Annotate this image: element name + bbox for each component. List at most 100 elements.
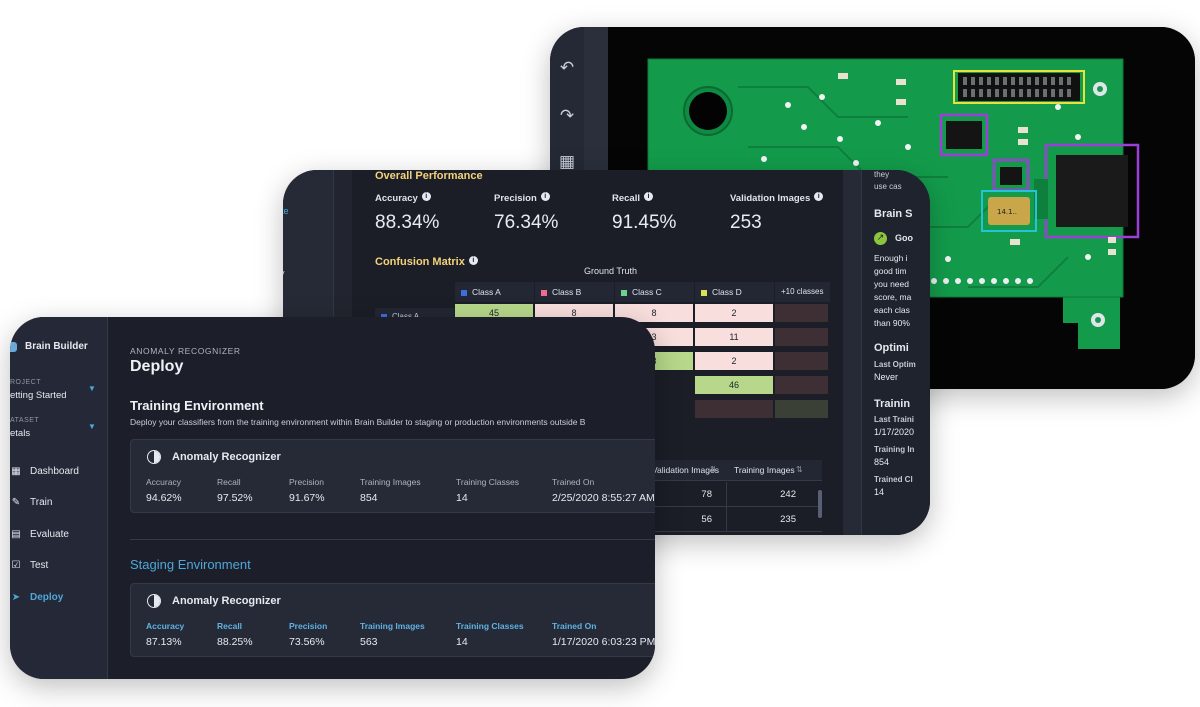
field-value: 854 — [360, 492, 378, 504]
info-icon[interactable]: i — [540, 192, 550, 202]
column-header-class-b[interactable]: Class B — [535, 282, 614, 302]
brain-score-status: Goo — [895, 233, 913, 243]
column-header-class-c[interactable]: Class C — [615, 282, 694, 302]
field-value: 2/25/2020 8:55:27 AM — [552, 492, 655, 504]
staging-model-card[interactable]: Anomaly Recognizer Accuracy 87.13% Recall… — [130, 583, 655, 657]
brain-score-desc: you need — [874, 279, 909, 289]
anomaly-recognizer-icon — [147, 450, 161, 464]
sort-icon[interactable]: ⇅ — [796, 465, 803, 474]
nav-item-deploy[interactable]: ➤ Deploy — [10, 587, 107, 609]
column-divider — [726, 507, 727, 531]
matrix-cell[interactable]: 11 — [695, 328, 773, 346]
matrix-cell[interactable] — [775, 352, 828, 370]
column-header-class-d[interactable]: Class D — [695, 282, 774, 302]
column-header-class-a[interactable]: Class A — [455, 282, 534, 302]
matrix-cell — [775, 400, 828, 418]
matrix-cell — [695, 400, 773, 418]
field-recall: Recall 88.25% — [217, 621, 253, 648]
field-value: 91.67% — [289, 492, 325, 504]
metric-validation-images: Validation Images i 253 — [730, 188, 824, 234]
info-icon[interactable]: i — [814, 192, 824, 202]
test-icon: ☑ — [11, 560, 21, 571]
table-row[interactable]: 56 235 — [652, 507, 822, 532]
undo-icon[interactable]: ↶ — [559, 58, 575, 78]
ground-truth-label: Ground Truth — [584, 266, 638, 276]
matrix-cell[interactable]: 2 — [695, 352, 773, 370]
redo-icon[interactable]: ↷ — [559, 106, 575, 126]
field-training-images: Training Images 854 — [360, 477, 421, 504]
field-label: Training Classes — [456, 477, 519, 487]
info-icon[interactable]: i — [421, 192, 431, 202]
sort-icon[interactable]: ⇅ — [710, 465, 717, 474]
project-label: ROJECT — [10, 379, 41, 386]
matrix-cell[interactable] — [775, 376, 828, 394]
nav-item-evaluate[interactable]: ▤ Evaluate — [10, 524, 107, 546]
brain-score-title: Brain S — [874, 208, 913, 220]
field-training-classes: Training Classes 14 — [456, 477, 519, 504]
column-label: Class D — [712, 287, 742, 297]
column-label: Class B — [552, 287, 582, 297]
field-value: 1/17/2020 6:03:23 PM — [552, 636, 655, 648]
validation-images-cell: 56 — [701, 514, 712, 525]
nav-item-test[interactable]: ☑ Test — [10, 555, 107, 577]
column-label: Class C — [632, 287, 662, 297]
grid-icon[interactable]: ▦ — [558, 152, 576, 172]
column-header-more-classes[interactable]: +10 classes — [775, 282, 830, 302]
field-label: Accuracy — [146, 477, 181, 487]
nav-item-train[interactable]: ✎ Train — [10, 492, 107, 514]
field-value: 97.52% — [217, 492, 253, 504]
matrix-cell[interactable]: 46 — [695, 376, 773, 394]
training-images-header[interactable]: Training Images — [734, 465, 795, 475]
project-select[interactable]: etting Started — [10, 390, 67, 401]
field-label: Trained On — [552, 477, 595, 487]
matrix-cell[interactable]: 8 — [615, 304, 693, 322]
training-environment-title: Training Environment — [130, 398, 264, 413]
confusion-matrix-title: Confusion Matrix i — [375, 252, 478, 270]
field-value: 14 — [456, 492, 468, 504]
row-label: Class A — [392, 312, 419, 321]
nav-item-dashboard[interactable]: ▦ Dashboard — [10, 461, 107, 483]
page-title: Deploy — [130, 358, 184, 375]
field-value: 14 — [456, 636, 468, 648]
info-icon[interactable]: i — [644, 192, 653, 202]
field-value: 88.25% — [217, 636, 253, 648]
metric-accuracy: Accuracy i 88.34% — [375, 188, 439, 234]
field-trained-on: Trained On 1/17/2020 6:03:23 PM — [552, 621, 655, 648]
nav-label: Test — [30, 560, 49, 571]
nav-label: Deploy — [30, 592, 64, 603]
staging-environment-title: Staging Environment — [130, 557, 251, 572]
field-label: Recall — [217, 477, 241, 487]
training-model-card[interactable]: Anomaly Recognizer Accuracy 94.62% Recall… — [130, 439, 655, 513]
last-training-value: 1/17/2020 — [874, 427, 915, 437]
table-row[interactable]: 78 242 — [652, 482, 822, 507]
sidebar-nav: Brain Builder ROJECT etting Started ▼ AT… — [10, 317, 108, 679]
sidebar-fragment[interactable]: te — [283, 206, 289, 216]
nav-label: Dashboard — [30, 466, 79, 477]
field-training-images: Training Images 563 — [360, 621, 425, 648]
brain-score-desc: than 90% — [874, 318, 910, 328]
field-value: 94.62% — [146, 492, 182, 504]
matrix-cell[interactable] — [775, 304, 828, 322]
table-scrollbar[interactable] — [818, 490, 822, 518]
info-icon[interactable]: i — [468, 256, 478, 266]
field-label: Precision — [289, 477, 324, 487]
chevron-down-icon[interactable]: ▼ — [88, 422, 96, 431]
validation-images-cell: 78 — [701, 489, 712, 500]
matrix-cell[interactable] — [775, 328, 828, 346]
field-accuracy: Accuracy 94.62% — [146, 477, 182, 504]
trained-classes-value: 14 — [874, 487, 885, 497]
brand-name[interactable]: Brain Builder — [25, 341, 88, 352]
class-color-swatch — [381, 313, 387, 320]
dataset-select[interactable]: etals — [10, 428, 31, 439]
model-name: Anomaly Recognizer — [172, 595, 281, 607]
matrix-cell[interactable]: 2 — [695, 304, 773, 322]
metric-value: 88.34% — [375, 212, 440, 233]
chevron-down-icon[interactable]: ▼ — [88, 384, 96, 393]
deploy-icon: ➤ — [11, 592, 21, 603]
crystal-label: 14.1.. — [997, 208, 1017, 216]
validation-images-header[interactable]: Validation Images — [652, 465, 719, 475]
images-table-header: Validation Images ⇅ Training Images ⇅ — [652, 460, 822, 481]
class-color-swatch — [541, 289, 547, 296]
class-color-swatch — [461, 289, 467, 296]
field-label: Training Classes — [456, 621, 524, 631]
